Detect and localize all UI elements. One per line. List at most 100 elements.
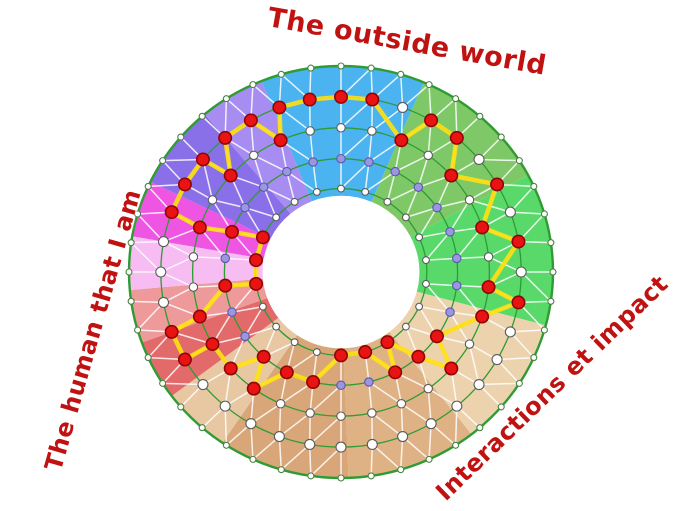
red-node bbox=[255, 230, 270, 245]
red-node bbox=[475, 220, 490, 235]
node-inner-ring bbox=[422, 256, 430, 265]
mesh-line bbox=[520, 271, 552, 302]
sector-tan-light-2 bbox=[171, 317, 298, 443]
node-boundary-ring bbox=[497, 403, 505, 411]
node-boundary-ring bbox=[497, 133, 505, 141]
node-inner-ring bbox=[383, 197, 392, 206]
mesh-line bbox=[286, 171, 296, 203]
node-outer-ring bbox=[245, 418, 257, 430]
mesh-line bbox=[364, 161, 370, 193]
node-boundary-ring bbox=[159, 379, 167, 387]
node-mid-ring bbox=[305, 126, 315, 136]
node-boundary-ring bbox=[127, 297, 135, 305]
red-node bbox=[380, 335, 395, 350]
node-boundary-ring bbox=[177, 403, 185, 411]
red-node bbox=[192, 309, 207, 324]
node-boundary-ring bbox=[547, 297, 555, 305]
red-node bbox=[218, 130, 233, 145]
red-node bbox=[481, 280, 496, 295]
mesh-line bbox=[405, 206, 438, 219]
node-purple-ring bbox=[445, 227, 455, 237]
node-boundary-ring bbox=[134, 326, 142, 334]
node-boundary-ring bbox=[476, 112, 484, 120]
node-outer-ring bbox=[304, 438, 316, 450]
node-purple-ring bbox=[227, 307, 237, 317]
node-purple-ring bbox=[364, 377, 374, 387]
node-mid-ring bbox=[336, 411, 346, 421]
mesh-line bbox=[418, 305, 451, 313]
node-boundary-ring bbox=[198, 112, 206, 120]
red-node bbox=[511, 295, 526, 310]
mesh-line bbox=[402, 84, 430, 109]
node-boundary-ring bbox=[540, 326, 548, 334]
mesh-line bbox=[497, 356, 534, 361]
red-node bbox=[429, 329, 444, 344]
node-boundary-ring bbox=[159, 157, 167, 165]
node-mid-ring bbox=[305, 408, 315, 418]
mesh-line bbox=[231, 305, 264, 313]
mesh-line bbox=[212, 199, 246, 209]
red-node bbox=[272, 100, 287, 115]
mesh-line bbox=[436, 199, 470, 209]
mesh-line bbox=[160, 256, 194, 273]
mesh-line bbox=[510, 329, 545, 333]
node-mid-ring bbox=[423, 383, 433, 394]
node-outer-ring bbox=[451, 400, 463, 412]
red-node bbox=[424, 113, 439, 128]
node-boundary-ring bbox=[337, 62, 345, 70]
sector-violet-light bbox=[204, 81, 312, 214]
node-boundary-ring bbox=[397, 70, 405, 78]
node-mid-ring bbox=[367, 126, 377, 136]
mesh-line bbox=[510, 211, 545, 215]
node-inner-ring bbox=[337, 184, 345, 193]
mesh-line bbox=[340, 161, 370, 190]
mesh-line bbox=[244, 325, 277, 338]
node-boundary-ring bbox=[127, 239, 135, 247]
node-boundary-ring bbox=[249, 455, 257, 463]
node-outer-ring bbox=[473, 153, 485, 165]
ring-nodes bbox=[125, 62, 557, 482]
mesh-line bbox=[244, 206, 277, 219]
node-boundary-ring bbox=[198, 424, 206, 432]
node-purple-ring bbox=[390, 166, 400, 177]
node-boundary-ring bbox=[367, 472, 375, 480]
node-boundary-ring bbox=[307, 64, 315, 72]
mesh-line bbox=[262, 186, 277, 218]
mesh-lines bbox=[129, 66, 553, 478]
node-boundary-ring bbox=[515, 157, 523, 165]
red-node bbox=[223, 168, 238, 183]
node-boundary-ring bbox=[144, 182, 152, 190]
mesh-line bbox=[253, 154, 288, 173]
node-boundary-ring bbox=[277, 466, 285, 474]
node-mid-ring bbox=[207, 195, 218, 205]
mesh-line bbox=[509, 185, 535, 213]
mesh-line bbox=[368, 130, 373, 163]
mesh-line bbox=[425, 257, 457, 261]
node-boundary-ring bbox=[476, 424, 484, 432]
mesh-line bbox=[250, 423, 254, 460]
node-boundary-ring bbox=[144, 354, 152, 362]
mesh-line bbox=[479, 382, 520, 386]
mesh-line bbox=[400, 403, 432, 425]
node-mid-ring bbox=[275, 398, 286, 409]
red-node bbox=[218, 278, 233, 293]
red-node bbox=[358, 345, 373, 360]
node-boundary-ring bbox=[277, 70, 285, 78]
mesh-line bbox=[427, 388, 432, 424]
node-outer-ring bbox=[504, 206, 516, 218]
node-purple-ring bbox=[364, 157, 374, 167]
node-purple-ring bbox=[240, 202, 250, 213]
node-inner-ring bbox=[312, 348, 321, 357]
node-inner-ring bbox=[422, 279, 430, 288]
node-purple-ring bbox=[432, 202, 442, 213]
red-node bbox=[249, 253, 264, 268]
node-boundary-ring bbox=[367, 64, 375, 72]
mesh-line bbox=[137, 213, 165, 243]
mesh-line bbox=[340, 99, 373, 129]
mesh-line bbox=[368, 381, 373, 414]
node-boundary-ring bbox=[452, 95, 460, 103]
red-node bbox=[490, 177, 505, 192]
mesh-line bbox=[479, 158, 520, 162]
red-node bbox=[394, 133, 409, 148]
